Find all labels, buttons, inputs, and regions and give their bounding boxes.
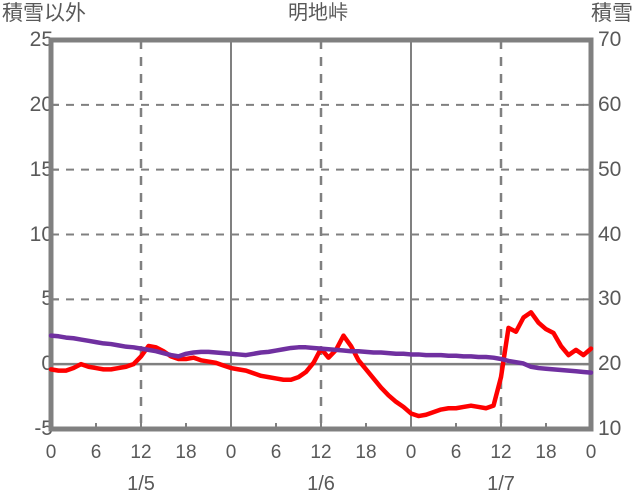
right-tick-label: 30 (598, 287, 622, 311)
day-label: 1/6 (307, 473, 335, 495)
right-tick-label: 40 (598, 222, 622, 246)
x-tick-label: 12 (490, 442, 512, 463)
x-tick-label: 12 (310, 442, 332, 463)
x-tick-label: 0 (45, 442, 57, 463)
x-tick-label: 6 (450, 442, 462, 463)
plot-frame (48, 37, 594, 432)
right-tick-label: 20 (598, 352, 622, 376)
left-tick-label: 20 (29, 92, 53, 116)
left-tick-label: 15 (29, 157, 53, 181)
left-axis-header: 積雪以外 (2, 2, 86, 25)
left-tick-label: -5 (34, 417, 53, 440)
right-tick-label: 50 (598, 157, 622, 181)
x-tick-label: 18 (535, 442, 557, 463)
x-tick-label: 6 (270, 442, 282, 463)
right-axis-header: 積雪 (591, 2, 633, 25)
chart-title: 明地峠 (288, 2, 348, 24)
left-tick-label: 10 (29, 222, 53, 246)
left-tick-label: 5 (41, 287, 53, 311)
right-tick-label: 10 (598, 417, 622, 440)
day-label: 1/5 (127, 473, 155, 495)
x-tick-label: 18 (175, 442, 197, 463)
right-tick-label: 70 (598, 28, 622, 51)
x-tick-label: 6 (90, 442, 102, 463)
day-label: 1/7 (487, 473, 515, 495)
right-tick-label: 60 (598, 92, 622, 116)
x-tick-label: 18 (355, 442, 377, 463)
x-tick-label: 12 (130, 442, 152, 463)
x-tick-label: 0 (585, 442, 597, 463)
x-tick-label: 0 (225, 442, 237, 463)
left-tick-label: 25 (29, 28, 53, 51)
series-line-snow (48, 333, 594, 375)
x-tick-label: 0 (405, 442, 417, 463)
left-tick-label: 0 (41, 352, 53, 376)
